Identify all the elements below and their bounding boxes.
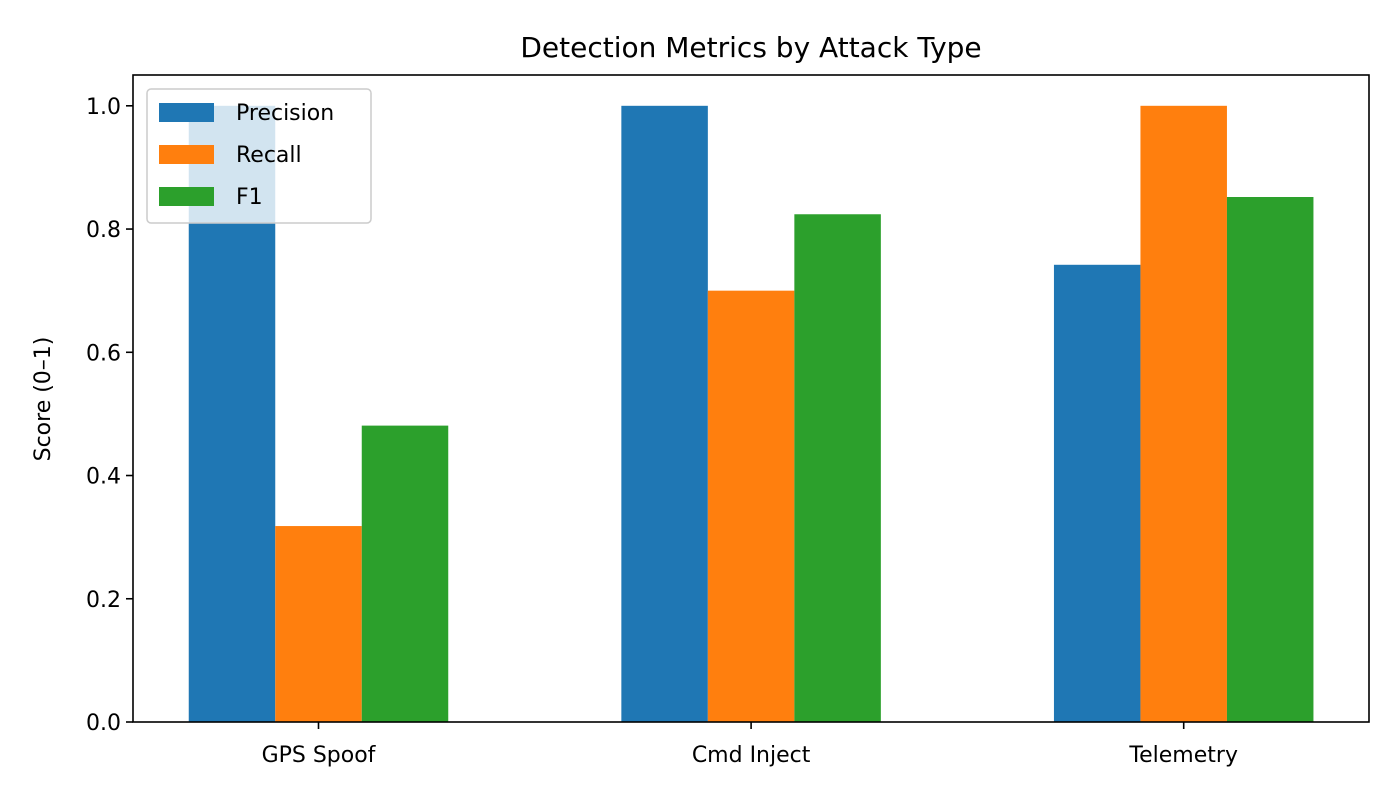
bar-recall-1 [707,290,795,722]
legend: Precision Recall F1 [146,88,372,224]
y-axis-label: Score (0–1) [31,337,56,462]
bar-f1-2 [1226,197,1314,722]
bar-precision-1 [621,105,708,723]
x-tick-label: Telemetry [1128,743,1238,768]
y-tick-label: 0.2 [86,588,121,613]
y-tick-label: 0.8 [86,218,121,243]
legend-label-precision: Precision [236,101,334,126]
bar-f1-0 [361,425,449,722]
legend-label-f1: F1 [236,185,263,210]
chart-title: Detection Metrics by Attack Type [520,31,981,64]
y-tick-label: 0.4 [86,465,121,490]
y-tick-label: 1.0 [86,95,121,120]
bar-recall-2 [1140,105,1227,723]
legend-swatch-precision [159,103,214,122]
bar-f1-1 [794,214,881,723]
legend-swatch-f1 [159,187,214,206]
x-tick-label: GPS Spoof [262,743,377,768]
bar-recall-0 [275,526,362,722]
bars-layer [188,105,1314,723]
x-tick-label: Cmd Inject [692,743,811,768]
y-tick-label: 0.0 [86,711,121,736]
y-tick-label: 0.6 [86,341,121,366]
legend-swatch-recall [159,145,214,164]
bar-precision-2 [1053,264,1141,722]
legend-label-recall: Recall [236,143,302,168]
axes-layer: 0.0 0.2 0.4 0.6 0.8 1.0 GPS Spoof Cmd Inject Tel… [86,74,1370,768]
